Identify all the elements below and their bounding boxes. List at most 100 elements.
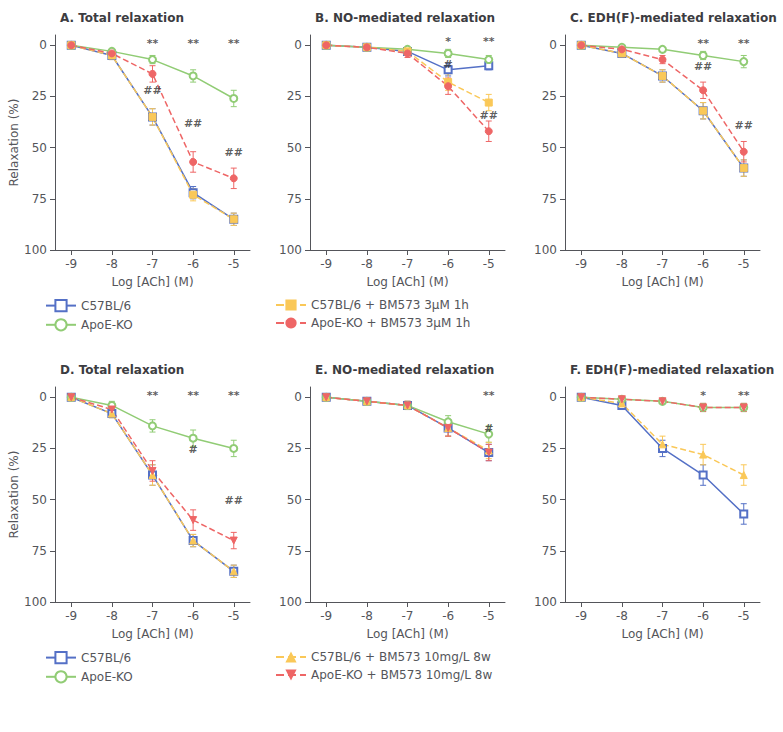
svg-text:-9: -9	[320, 257, 332, 271]
svg-text:##: ##	[225, 146, 243, 159]
svg-text:75: 75	[32, 192, 47, 206]
svg-text:Relaxation (%): Relaxation (%)	[7, 451, 21, 539]
svg-text:D. Total relaxation: D. Total relaxation	[60, 363, 184, 377]
svg-text:50: 50	[542, 493, 557, 507]
svg-text:Log [ACh] (M): Log [ACh] (M)	[621, 627, 703, 641]
svg-text:-6: -6	[187, 609, 199, 623]
svg-text:0: 0	[294, 38, 302, 52]
svg-text:50: 50	[32, 493, 47, 507]
svg-text:50: 50	[287, 141, 302, 155]
svg-text:100: 100	[24, 243, 47, 257]
svg-text:-9: -9	[575, 609, 587, 623]
svg-text:50: 50	[32, 141, 47, 155]
svg-text:Log [ACh] (M): Log [ACh] (M)	[111, 275, 193, 289]
svg-text:0: 0	[549, 390, 557, 404]
svg-text:**: **	[187, 37, 199, 50]
svg-text:##: ##	[694, 60, 712, 73]
svg-text:-7: -7	[657, 609, 669, 623]
svg-text:100: 100	[534, 243, 557, 257]
svg-text:C57BL/6 + BM573 10mg/L 8w: C57BL/6 + BM573 10mg/L 8w	[311, 650, 491, 664]
svg-text:**: **	[187, 389, 199, 402]
svg-text:-8: -8	[106, 609, 118, 623]
svg-text:25: 25	[287, 89, 302, 103]
svg-text:Log [ACh] (M): Log [ACh] (M)	[111, 627, 193, 641]
svg-text:-7: -7	[147, 257, 159, 271]
svg-text:##: ##	[225, 494, 243, 507]
svg-text:0: 0	[39, 390, 47, 404]
svg-text:100: 100	[534, 595, 557, 609]
svg-text:A. Total relaxation: A. Total relaxation	[60, 11, 184, 25]
svg-text:75: 75	[287, 192, 302, 206]
svg-text:50: 50	[287, 493, 302, 507]
svg-text:75: 75	[542, 544, 557, 558]
svg-text:-5: -5	[483, 609, 495, 623]
svg-text:75: 75	[287, 544, 302, 558]
svg-text:##: ##	[143, 84, 161, 97]
svg-text:-7: -7	[657, 257, 669, 271]
svg-text:C. EDH(F)-mediated relaxation: C. EDH(F)-mediated relaxation	[570, 11, 777, 25]
svg-text:**: **	[147, 389, 159, 402]
svg-text:25: 25	[32, 89, 47, 103]
svg-text:-7: -7	[147, 609, 159, 623]
svg-text:-5: -5	[738, 609, 750, 623]
svg-text:**: **	[483, 35, 495, 48]
svg-text:0: 0	[39, 38, 47, 52]
svg-text:25: 25	[32, 441, 47, 455]
svg-text:F. EDH(F)-mediated relaxation: F. EDH(F)-mediated relaxation	[570, 363, 774, 377]
svg-text:50: 50	[542, 141, 557, 155]
svg-text:100: 100	[279, 595, 302, 609]
svg-text:-9: -9	[320, 609, 332, 623]
svg-text:-9: -9	[575, 257, 587, 271]
svg-text:-7: -7	[402, 257, 414, 271]
svg-text:75: 75	[542, 192, 557, 206]
svg-text:E. NO-mediated relaxation: E. NO-mediated relaxation	[315, 363, 494, 377]
svg-text:-5: -5	[228, 257, 240, 271]
svg-text:Log [ACh] (M): Log [ACh] (M)	[366, 275, 448, 289]
svg-text:C57BL/6: C57BL/6	[81, 651, 131, 665]
svg-text:#: #	[484, 422, 493, 435]
svg-text:C57BL/6 + BM573 3μM 1h: C57BL/6 + BM573 3μM 1h	[311, 298, 469, 312]
svg-text:-6: -6	[442, 609, 454, 623]
svg-text:-9: -9	[65, 257, 77, 271]
svg-text:**: **	[147, 37, 159, 50]
svg-text:##: ##	[184, 117, 202, 130]
svg-text:**: **	[228, 389, 240, 402]
svg-text:Log [ACh] (M): Log [ACh] (M)	[621, 275, 703, 289]
svg-text:*: *	[445, 35, 451, 48]
svg-text:**: **	[228, 37, 240, 50]
svg-text:25: 25	[542, 89, 557, 103]
svg-text:-8: -8	[361, 257, 373, 271]
svg-text:-9: -9	[65, 609, 77, 623]
svg-text:-6: -6	[442, 257, 454, 271]
svg-text:#: #	[189, 443, 198, 456]
svg-text:-8: -8	[616, 609, 628, 623]
svg-text:-6: -6	[697, 609, 709, 623]
svg-text:ApoE-KO + BM573 10mg/L 8w: ApoE-KO + BM573 10mg/L 8w	[311, 668, 492, 682]
svg-text:#: #	[444, 58, 453, 71]
svg-text:**: **	[697, 37, 709, 50]
svg-text:100: 100	[24, 595, 47, 609]
svg-text:100: 100	[279, 243, 302, 257]
svg-text:ApoE-KO: ApoE-KO	[81, 670, 133, 684]
svg-text:ApoE-KO: ApoE-KO	[81, 318, 133, 332]
svg-text:**: **	[483, 389, 495, 402]
svg-text:-7: -7	[402, 609, 414, 623]
svg-text:0: 0	[549, 38, 557, 52]
svg-text:-8: -8	[361, 609, 373, 623]
svg-text:**: **	[738, 389, 750, 402]
svg-text:Relaxation (%): Relaxation (%)	[7, 99, 21, 187]
svg-text:Log [ACh] (M): Log [ACh] (M)	[366, 627, 448, 641]
svg-text:##: ##	[480, 109, 498, 122]
svg-text:-8: -8	[616, 257, 628, 271]
svg-text:25: 25	[542, 441, 557, 455]
svg-text:-6: -6	[187, 257, 199, 271]
svg-text:ApoE-KO + BM573 3μM 1h: ApoE-KO + BM573 3μM 1h	[311, 316, 470, 330]
svg-text:75: 75	[32, 544, 47, 558]
svg-text:-5: -5	[483, 257, 495, 271]
svg-text:-6: -6	[697, 257, 709, 271]
svg-text:**: **	[738, 37, 750, 50]
svg-text:B. NO-mediated relaxation: B. NO-mediated relaxation	[315, 11, 495, 25]
svg-text:25: 25	[287, 441, 302, 455]
svg-text:-8: -8	[106, 257, 118, 271]
svg-text:*: *	[700, 389, 706, 402]
